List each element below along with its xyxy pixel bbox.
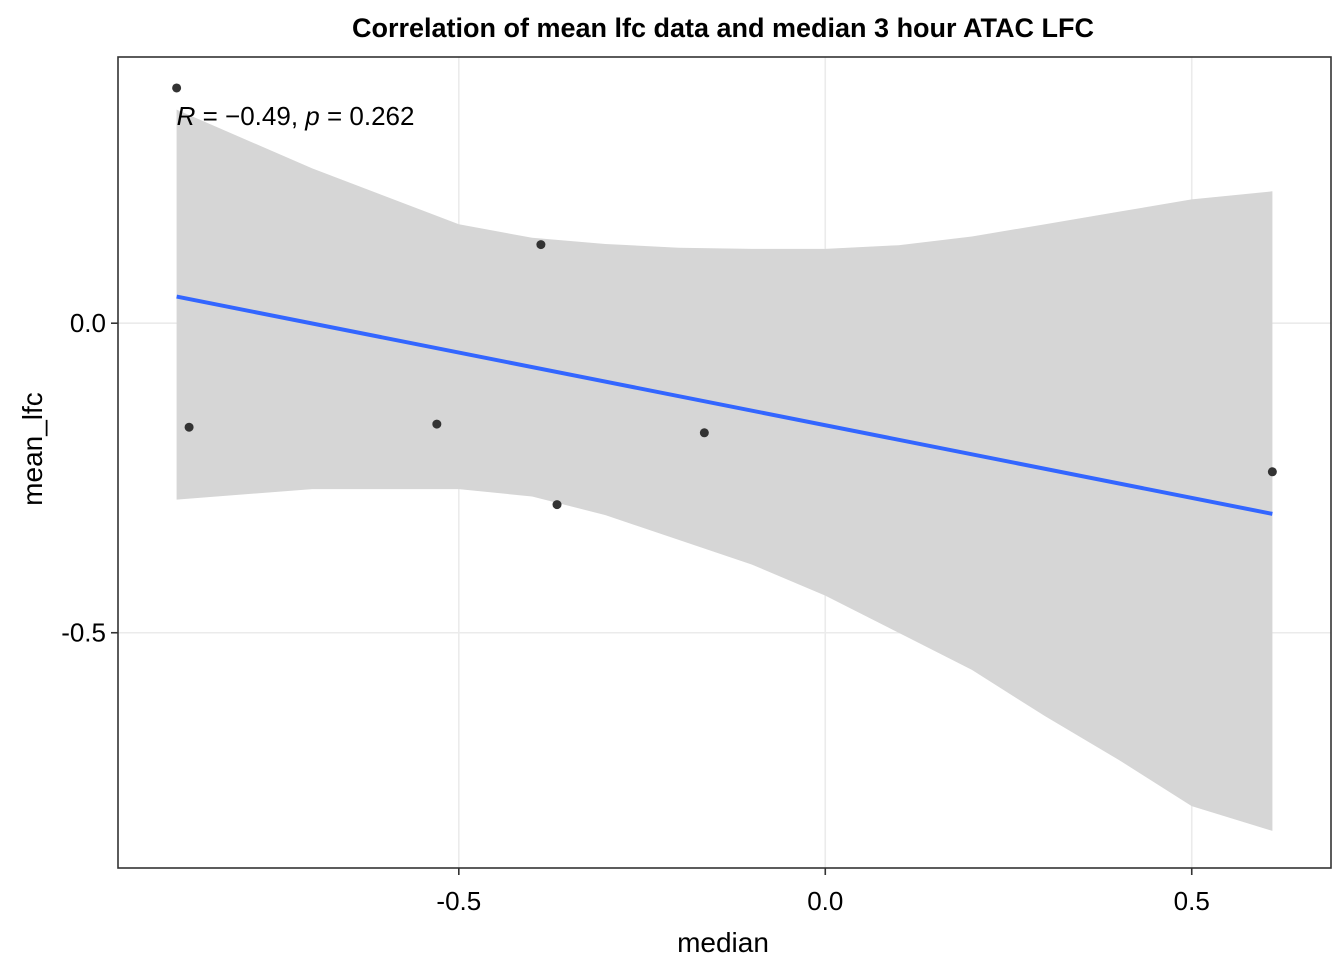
x-axis-ticks: -0.5 0.0 0.5 (436, 868, 1210, 916)
correlation-annotation: R = −0.49, p = 0.262 (177, 101, 415, 131)
y-tick-label-1: 0.0 (70, 308, 106, 338)
data-point-6 (1267, 467, 1277, 477)
panel-border (117, 56, 1332, 869)
p-value: = 0.262 (320, 101, 415, 131)
x-tick-label-1: 0.0 (807, 886, 843, 916)
regression-line (176, 294, 1273, 516)
y-axis-ticks: -0.5 0.0 (61, 308, 118, 648)
r-value: = −0.49, (195, 101, 305, 131)
x-tick-label-2: 0.5 (1174, 886, 1210, 916)
x-axis-title: median (677, 927, 769, 958)
data-point-2 (432, 419, 442, 429)
y-axis-title: mean_lfc (17, 392, 48, 506)
data-point-5 (699, 428, 709, 438)
x-tick-label-0: -0.5 (436, 886, 481, 916)
y-tick-label-0: -0.5 (61, 618, 106, 648)
data-point-1 (184, 422, 194, 432)
confidence-band (176, 109, 1273, 831)
data-point-3 (536, 240, 546, 250)
p-symbol: p (304, 101, 319, 131)
r-symbol: R (177, 101, 196, 131)
fit-line-layer (176, 294, 1273, 516)
confidence-band-layer (176, 109, 1273, 831)
data-point-4 (552, 500, 562, 510)
data-point-0 (172, 83, 182, 93)
data-points (172, 83, 1277, 510)
chart-title: Correlation of mean lfc data and median … (352, 13, 1094, 43)
